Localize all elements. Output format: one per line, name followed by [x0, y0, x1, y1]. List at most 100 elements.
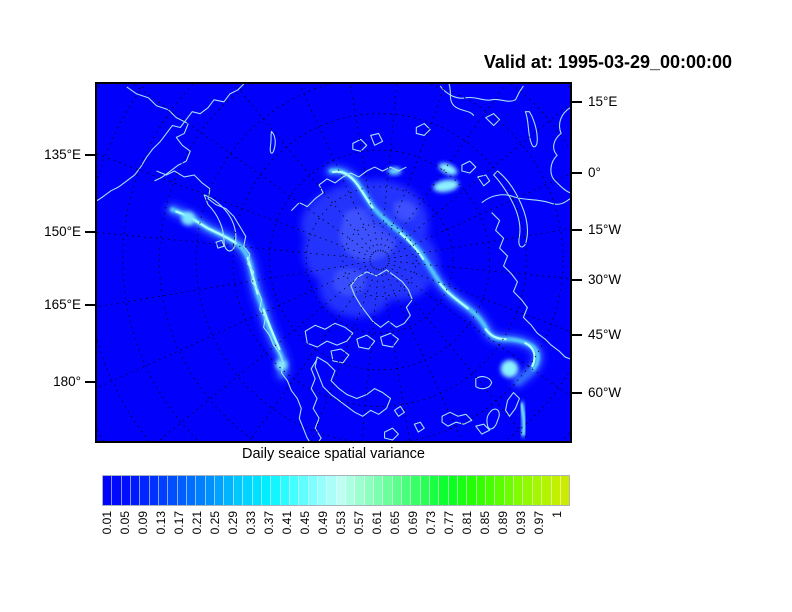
graticule-meridian [386, 264, 570, 397]
colorbar-segment [289, 476, 300, 505]
colorbar-segment [467, 476, 477, 505]
colorbar-segment [112, 476, 122, 505]
colorbar-segment [420, 476, 431, 505]
graticule-meridian [97, 153, 372, 258]
colorbar-segment [327, 476, 337, 505]
colorbar-segment [514, 476, 524, 505]
colorbar-segment [532, 476, 543, 505]
colorbar-tick-label: 0.65 [388, 511, 402, 535]
colorbar-segment [392, 476, 402, 505]
colorbar-segment [280, 476, 290, 505]
colorbar-segment [504, 476, 515, 505]
colorbar-segment [131, 476, 141, 505]
colorbar-segment [177, 476, 188, 505]
colorbar-segment [159, 476, 169, 505]
right-axis-tick-label: 15°E [588, 94, 618, 109]
plot-title: Valid at: 1995-03-29_00:00:00 [483, 52, 733, 72]
colorbar-tick-label: 0.73 [424, 511, 438, 535]
left-axis-tick-mark [85, 381, 95, 383]
colorbar-tick-label: 0.85 [478, 511, 492, 535]
graticule-meridian [132, 84, 373, 256]
right-axis-tick-mark [572, 392, 582, 394]
colorbar-segment [523, 476, 533, 505]
colorbar-segment [271, 476, 281, 505]
colorbar-tick-label: 0.13 [154, 511, 168, 535]
colorbar-tick-label: 0.57 [352, 511, 366, 535]
colorbar-tick-label: 0.69 [406, 511, 420, 535]
graticule-parallel [232, 113, 527, 407]
colorbar-tick-label: 0.49 [316, 511, 330, 535]
colorbar-segment [345, 476, 356, 505]
left-axis-tick-label: 150°E [44, 224, 81, 239]
colorbar-segment [261, 476, 272, 505]
colorbar-segment [383, 476, 393, 505]
colorbar-segment [308, 476, 318, 505]
right-axis-tick-label: 60°W [588, 385, 622, 400]
colorbar-segment [140, 476, 150, 505]
colorbar-tick-label: 0.61 [370, 511, 384, 535]
right-axis-tick-mark [572, 101, 582, 103]
colorbar-tick-label: 0.05 [118, 511, 132, 535]
colorbar-segment [560, 476, 570, 505]
colorbar-segment [252, 476, 262, 505]
colorbar-segment [439, 476, 449, 505]
graticule-parallel [305, 186, 454, 334]
right-axis-tick-mark [572, 172, 582, 174]
left-axis-tick-mark [85, 304, 95, 306]
colorbar-segment [168, 476, 178, 505]
colorbar-segment [336, 476, 346, 505]
right-axis-tick-mark [572, 334, 582, 336]
colorbar-tick-label: 0.77 [442, 511, 456, 535]
graticule-meridian [349, 84, 379, 252]
left-axis-tick-label: 165°E [44, 297, 81, 312]
graticule-meridian [380, 84, 398, 252]
graticule-parallel [195, 84, 564, 441]
colorbar-tick-label: 0.29 [226, 511, 240, 535]
colorbar-segment [187, 476, 197, 505]
right-axis-tick-label: 0° [588, 165, 601, 180]
colorbar-segment [215, 476, 225, 505]
colorbar-tick-label: 0.89 [496, 511, 510, 535]
colorbar-tick-label: 0.37 [262, 511, 276, 535]
colorbar-segment [149, 476, 160, 505]
left-axis-tick-mark [85, 231, 95, 233]
graticule-meridian [386, 103, 570, 255]
coastlines [97, 84, 570, 441]
colorbar-segment [243, 476, 253, 505]
variance-band-lower-right [517, 400, 529, 439]
graticule-parallel [159, 84, 570, 441]
graticule-meridian [384, 84, 507, 254]
graticule-meridian [158, 265, 373, 441]
graticule-parallel [269, 149, 491, 371]
map-svg [97, 84, 570, 441]
colorbar-tick-label: 0.41 [280, 511, 294, 535]
colorbar-segment [103, 476, 113, 505]
colorbar-tick-label: 0.53 [334, 511, 348, 535]
colorbar [102, 475, 570, 506]
graticule-meridian [310, 268, 377, 441]
right-axis-tick-label: 45°W [588, 327, 622, 342]
colorbar-segment [317, 476, 328, 505]
colorbar-segment [411, 476, 421, 505]
graticule-meridian [299, 84, 377, 253]
colorbar-tick-label: 0.33 [244, 511, 258, 535]
colorbar-segment [476, 476, 487, 505]
colorbar-tick-label: 0.93 [514, 511, 528, 535]
colorbar-segment [196, 476, 206, 505]
colorbar-tick-label: 0.81 [460, 511, 474, 535]
graticule-parallel [342, 223, 417, 298]
graticule-meridian [382, 84, 447, 252]
graticule-meridian [249, 267, 375, 441]
colorbar-segment [355, 476, 365, 505]
graticule-meridian [380, 268, 411, 441]
colorbar-segment [458, 476, 468, 505]
colorbar-segment [430, 476, 440, 505]
map-caption: Daily seaice spatial variance [242, 446, 425, 462]
graticule-meridian [384, 266, 530, 441]
graticule-meridian [382, 267, 463, 441]
graticule-meridian [97, 231, 371, 260]
graticule-meridian [387, 262, 570, 332]
colorbar-segment [205, 476, 216, 505]
map-panel [95, 82, 572, 443]
